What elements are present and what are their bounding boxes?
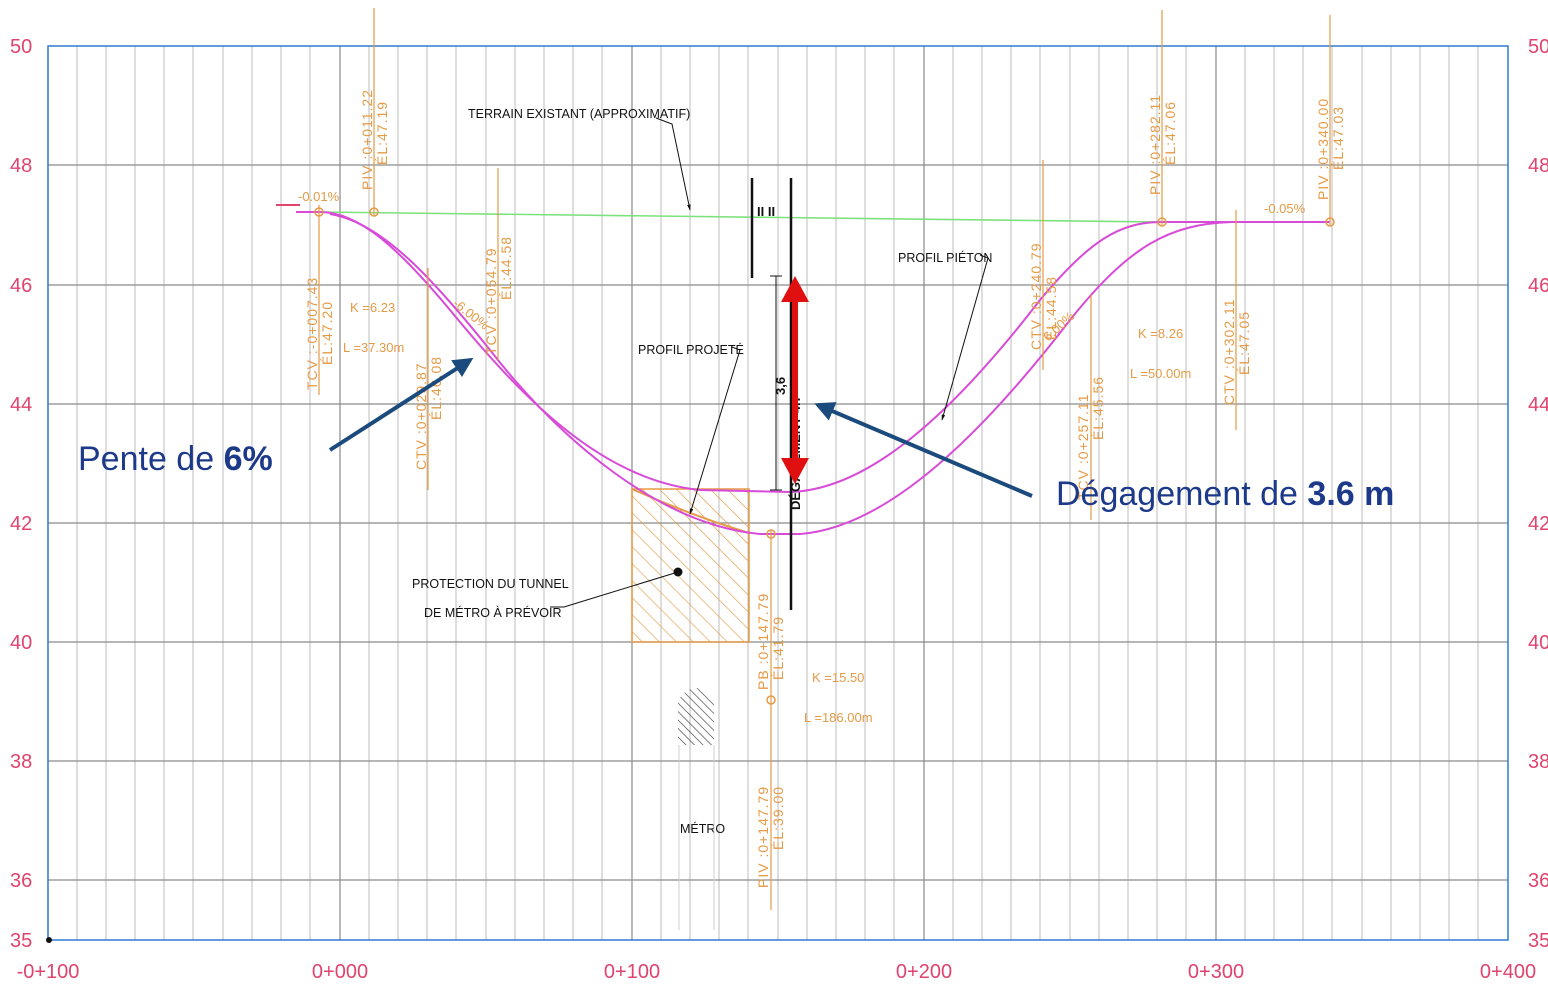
label-protection-line1: PROTECTION DU TUNNEL [412,577,569,591]
leader-dot [673,567,683,577]
slope-callout-value: 6% [224,440,273,478]
station-label: PIV :0+011.22 [359,89,375,190]
station-label: TCV :0+054.79 [483,247,499,355]
clearance-callout-arrow [814,402,1033,498]
y-tick-label: 50 [10,36,32,58]
station-label: ÉL:47.03 [1330,106,1346,170]
y-tick-label: 46 [10,275,32,297]
y-tick-label: 48 [10,155,32,177]
y-tick-label: 44 [10,394,32,416]
station-label: ÉL:47.05 [1236,311,1252,375]
label-pedestrian-profile: PROFIL PIÉTON [898,250,992,265]
station-label: ÉL:41.79 [770,616,786,680]
slope-callout-arrow [328,357,474,452]
station-label: ÉL:45.56 [1090,376,1106,440]
y-tick-label: 35 [10,930,32,952]
station-label: PIV :0+282.11 [1147,94,1163,195]
curve-l3: L =186.00m [804,710,873,725]
y-tick-label: 40 [1528,632,1548,654]
existing-ground-line [317,211,1163,223]
y-tick-label: 35 [1528,930,1548,952]
station-label: CTV :0+029.87 [413,362,429,470]
x-tick-label: 0+200 [896,961,952,983]
grid-vertical [76,46,1479,940]
plot-frame [47,45,1509,941]
curve-l2: L =50.00m [1130,366,1191,381]
pedestrian-profile-lower [329,213,1240,535]
y-tick-label: 38 [10,751,32,773]
y-tick-label: 46 [1528,275,1548,297]
y-axis-right: 50 48 46 44 42 40 38 36 35 [1528,36,1548,952]
slope-callout-prefix: Pente de [78,440,224,478]
origin-dot [46,937,52,943]
station-label: ÉL:44.58 [498,236,514,300]
station-circles [314,207,1335,705]
curve-k2: K =8.26 [1138,326,1183,341]
y-tick-label: 36 [10,870,32,892]
y-tick-label: 40 [10,632,32,654]
grade-label-right-flat: -0.05% [1264,201,1306,216]
grade-labels: -0.01% -0.05% -6.00% 6.00% [298,189,1306,344]
station-markers [318,8,1331,910]
station-label: ÉL:39.00 [770,786,786,850]
y-tick-label: 38 [1528,751,1548,773]
station-label: ÉL:47.20 [319,301,335,365]
station-label: PIV :0+147.79 [755,786,771,888]
label-projected-profile: PROFIL PROJETÉ [638,342,744,357]
metro-tunnel-shape [678,688,714,745]
y-tick-label: 44 [1528,394,1548,416]
clearance-value: 3,6 [773,377,788,395]
x-axis: -0+100 0+000 0+100 0+200 0+300 0+400 [17,961,1537,983]
curve-k1: K =6.23 [350,300,395,315]
station-label: ÉL:44.58 [1043,276,1059,340]
curve-l1: L =37.30m [343,340,404,355]
clearance-markers [750,178,793,610]
cad-annotations: TERRAIN EXISTANT (APPROXIMATIF) PROFIL P… [412,107,992,836]
x-tick-label: 0+100 [604,961,660,983]
station-labels: PIV :0+011.22 ÉL:47.19 TCV :-0+007.43 ÉL… [304,89,1346,888]
pedestrian-profile-upper [296,211,1330,494]
clearance-arrow [781,276,809,484]
grade-label-left-flat: -0.01% [298,189,340,204]
curve-k3: K =15.50 [812,670,864,685]
station-label: TCV :-0+007.43 [304,277,320,390]
y-axis-left: 50 48 46 44 42 40 38 36 35 [10,36,32,952]
station-label: CTV :0+302.11 [1221,298,1237,405]
clearance-callout-prefix: Dégagement de [1056,475,1307,513]
y-tick-label: 42 [1528,513,1548,535]
x-tick-label: 0+400 [1480,961,1536,983]
slope-callout: Pente de 6% [78,440,273,478]
y-tick-label: 42 [10,513,32,535]
x-tick-label: -0+100 [17,961,80,983]
station-label: PIV :0+340.00 [1315,98,1331,200]
station-label: ÉL:47.06 [1162,101,1178,165]
clearance-callout: Dégagement de 3.6 m [1056,475,1394,513]
clearance-callout-value: 3.6 m [1307,475,1394,513]
x-tick-label: 0+000 [312,961,368,983]
station-label: TCV :0+257.11 [1075,393,1091,500]
label-existing-ground: TERRAIN EXISTANT (APPROXIMATIF) [468,107,690,121]
y-tick-label: 48 [1528,155,1548,177]
station-label: ÉL:47.19 [374,101,390,165]
label-protection-line2: DE MÉTRO À PRÉVOIR [424,605,562,620]
marker-short-label: II II [757,204,775,219]
x-tick-label: 0+300 [1188,961,1244,983]
curve-labels: K =6.23 L =37.30m K =8.26 L =50.00m K =1… [343,300,1191,725]
station-label: ÉL:46.08 [428,356,444,420]
station-label: PB :0+147.79 [755,593,771,690]
label-metro: MÉTRO [680,821,725,836]
y-tick-label: 50 [1528,36,1548,58]
y-tick-label: 36 [1528,870,1548,892]
grid-horizontal [48,164,1508,881]
station-label: CTV :0+240.79 [1028,242,1044,350]
